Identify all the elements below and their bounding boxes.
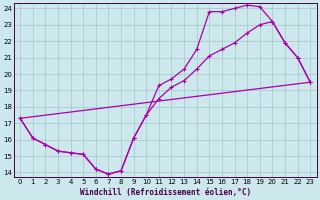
X-axis label: Windchill (Refroidissement éolien,°C): Windchill (Refroidissement éolien,°C) bbox=[80, 188, 251, 197]
